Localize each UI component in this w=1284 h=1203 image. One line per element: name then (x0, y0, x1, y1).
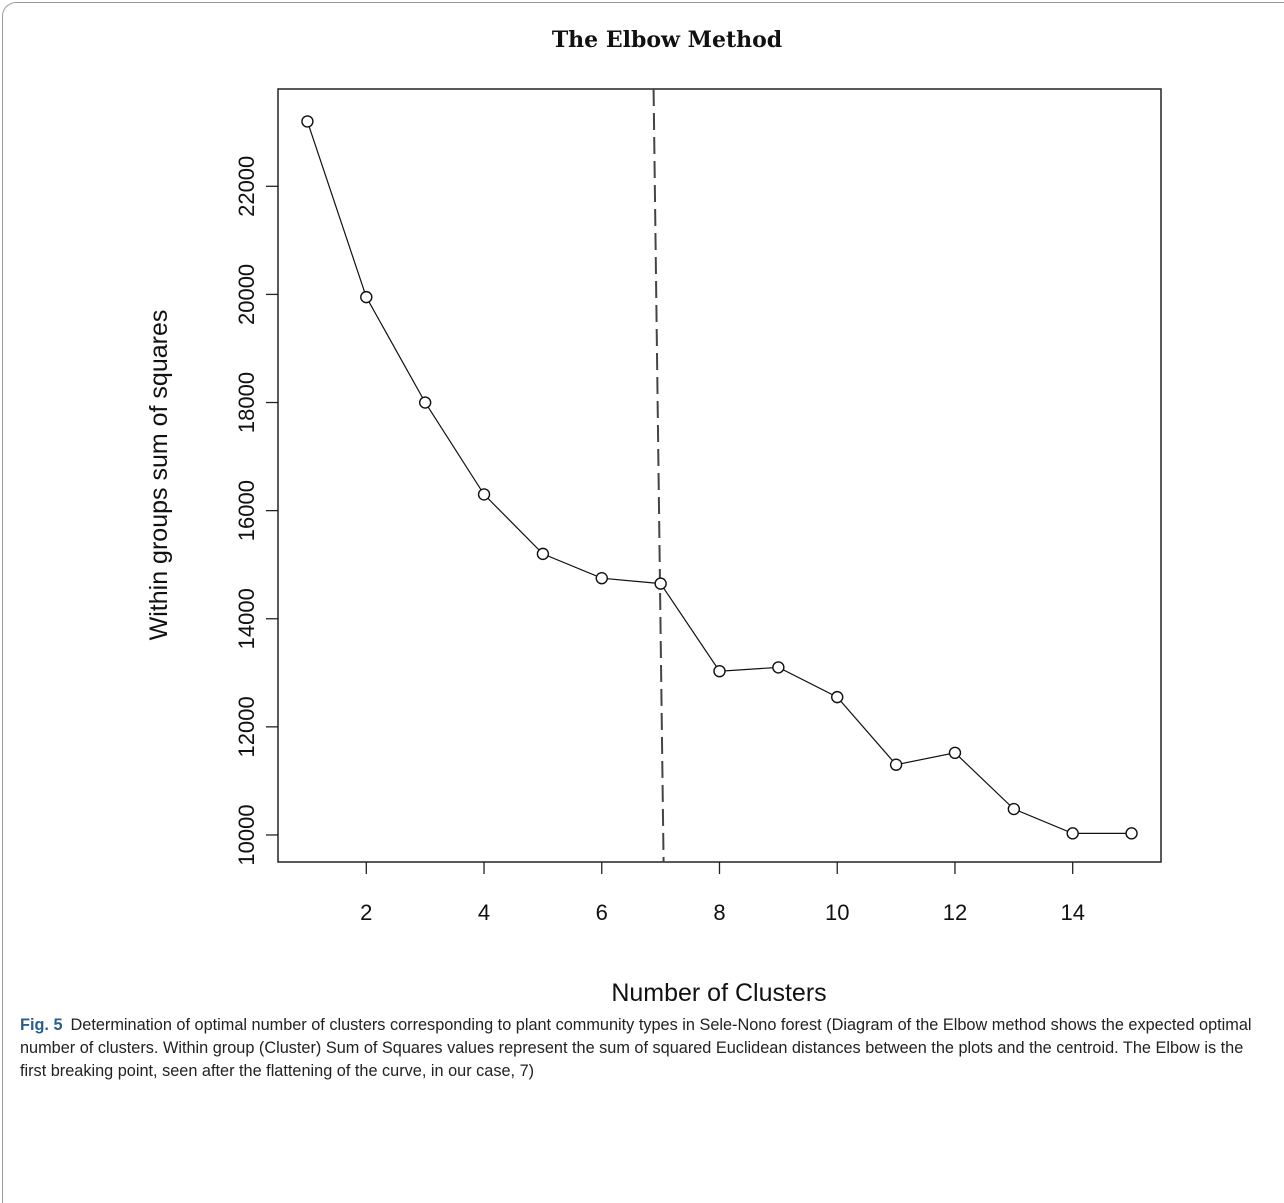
y-tick-label: 22000 (234, 156, 259, 217)
elbow-chart: The Elbow Method 10000 12000 14000 16000 180… (145, 27, 1162, 1007)
chart-title: The Elbow Method (552, 27, 782, 53)
data-point (595, 572, 608, 585)
data-point (948, 746, 962, 760)
x-tick-label: 4 (478, 900, 490, 925)
y-tick-label: 10000 (234, 804, 259, 865)
data-point (1007, 802, 1021, 816)
data-point (654, 577, 667, 590)
data-point (1066, 827, 1079, 840)
x-axis: 2 4 6 8 10 12 14 (360, 862, 1085, 925)
plot-frame (277, 88, 1162, 863)
data-point (301, 115, 314, 128)
data-point (889, 758, 903, 771)
y-axis: 10000 12000 14000 16000 18000 20000 22000 (234, 156, 278, 866)
x-tick-label: 14 (1060, 900, 1084, 925)
series-line (306, 121, 1132, 835)
figure-label: Fig. 5 (20, 1016, 63, 1034)
y-tick-label: 16000 (234, 480, 259, 541)
data-point (418, 396, 432, 409)
figure-caption-text: Determination of optimal number of clust… (20, 1016, 1252, 1080)
data-point (1125, 827, 1138, 840)
data-point (772, 661, 785, 674)
y-tick-label: 20000 (234, 264, 259, 325)
y-axis-label: Within groups sum of squares (145, 310, 173, 641)
data-point (477, 488, 491, 501)
data-point (360, 290, 373, 304)
x-tick-label: 6 (596, 900, 608, 925)
x-tick-label: 2 (360, 900, 372, 925)
x-axis-label: Number of Clusters (611, 979, 826, 1007)
figure-caption: Fig. 5 Determination of optimal number of… (20, 1014, 1270, 1083)
x-tick-label: 8 (713, 900, 725, 925)
x-tick-label: 10 (825, 900, 849, 925)
elbow-reference-line (652, 88, 665, 863)
y-tick-label: 18000 (234, 372, 259, 433)
data-points (301, 115, 1138, 840)
data-point (831, 690, 844, 704)
x-tick-label: 12 (943, 900, 967, 925)
y-tick-label: 14000 (234, 588, 259, 649)
y-tick-label: 12000 (234, 696, 259, 757)
data-point (536, 547, 550, 561)
data-point (713, 664, 726, 678)
